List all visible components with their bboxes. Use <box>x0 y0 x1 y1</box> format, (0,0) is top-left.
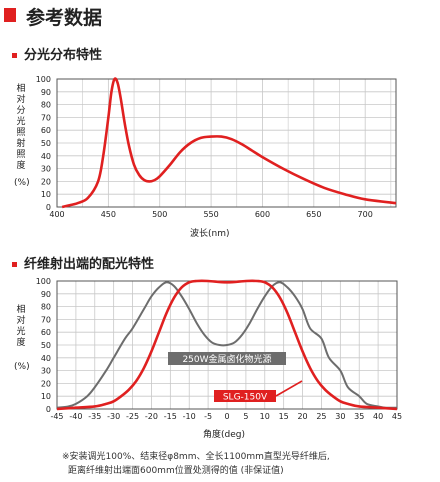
y-tick-label: 50 <box>41 341 51 350</box>
section-bullet <box>12 262 17 267</box>
x-tick-label: 10 <box>260 412 270 421</box>
x-tick-label: -20 <box>145 412 158 421</box>
section-bullet <box>12 53 17 58</box>
y-tick-label: 40 <box>41 152 51 161</box>
x-tick-label: -40 <box>69 412 82 421</box>
chart2-y-unit: (%) <box>14 362 30 372</box>
x-tick-label: -10 <box>183 412 196 421</box>
x-tick-label: 30 <box>335 412 345 421</box>
y-tick-label: 90 <box>41 290 51 299</box>
y-tick-label: 30 <box>41 165 51 174</box>
x-tick-label: 500 <box>152 210 167 219</box>
y-tick-label: 90 <box>41 88 51 97</box>
y-tick-label: 80 <box>41 303 51 312</box>
y-tick-label: 10 <box>41 392 51 401</box>
x-tick-label: -45 <box>50 412 63 421</box>
y-tick-label: 80 <box>41 101 51 110</box>
x-tick-label: -30 <box>107 412 120 421</box>
plot-frame <box>56 78 397 208</box>
section-title-spectrum: 分光分布特性 <box>24 48 103 63</box>
x-tick-label: -5 <box>204 412 212 421</box>
x-tick-label: 700 <box>358 210 373 219</box>
y-tick-label: 100 <box>36 277 51 286</box>
y-tick-label: 100 <box>36 75 51 84</box>
page-title: 参考数据 <box>26 7 103 29</box>
x-tick-label: 600 <box>255 210 270 219</box>
x-tick-label: 650 <box>306 210 321 219</box>
y-tick-label: 40 <box>41 354 51 363</box>
chart1-y-axis-label: 相对分光照射照度 <box>16 84 26 171</box>
y-tick-label: 30 <box>41 367 51 376</box>
legend-label-slg: SLG-150V <box>223 393 268 403</box>
x-tick-label: -15 <box>164 412 177 421</box>
y-tick-label: 50 <box>41 139 51 148</box>
x-tick-label: 40 <box>373 412 383 421</box>
series-line-1 <box>56 281 398 409</box>
x-tick-label: 450 <box>101 210 116 219</box>
chart2-x-axis-label: 角度(deg) <box>203 430 245 440</box>
x-tick-label: 0 <box>224 412 229 421</box>
series-line-2 <box>56 279 398 411</box>
y-tick-label: 60 <box>41 328 51 337</box>
x-tick-label: 550 <box>203 210 218 219</box>
x-tick-label: 25 <box>316 412 326 421</box>
y-tick-label: 70 <box>41 315 51 324</box>
chart1-y-unit: (%) <box>14 178 30 188</box>
x-tick-label: 5 <box>243 412 248 421</box>
series-line-1 <box>61 77 397 209</box>
footnote-line-2: 距离纤维射出端面600mm位置处测得的值 (非保证值) <box>68 466 284 476</box>
x-tick-label: 35 <box>354 412 364 421</box>
title-marker <box>4 8 16 22</box>
chart1-x-axis-label: 波长(nm) <box>190 229 230 239</box>
y-tick-label: 10 <box>41 190 51 199</box>
y-tick-label: 70 <box>41 113 51 122</box>
section-title-distribution: 纤维射出端的配光特性 <box>24 257 155 272</box>
footnote-line-1: ※安装调光100%、结束径φ8mm、全长1100mm直型光导纤维后, <box>62 452 330 462</box>
chart2-y-axis-label: 相对光度 <box>16 305 26 348</box>
y-tick-label: 20 <box>41 177 51 186</box>
footnote: ※安装调光100%、结束径φ8mm、全长1100mm直型光导纤维后, 距离纤维射… <box>62 450 402 478</box>
legend-box-gray <box>168 352 286 365</box>
y-tick-label: 20 <box>41 379 51 388</box>
legend-label-metal-halide: 250W金属卤化物光源 <box>182 353 271 365</box>
x-tick-label: -25 <box>126 412 139 421</box>
y-tick-label: 0 <box>46 405 51 414</box>
x-tick-label: 20 <box>297 412 307 421</box>
x-tick-label: 400 <box>49 210 64 219</box>
y-tick-label: 0 <box>46 203 51 212</box>
y-tick-label: 60 <box>41 126 51 135</box>
x-tick-label: -35 <box>88 412 101 421</box>
x-tick-label: 45 <box>392 412 402 421</box>
legend-leader-line <box>275 380 303 397</box>
x-tick-label: 15 <box>279 412 289 421</box>
legend-box-red <box>214 390 276 402</box>
